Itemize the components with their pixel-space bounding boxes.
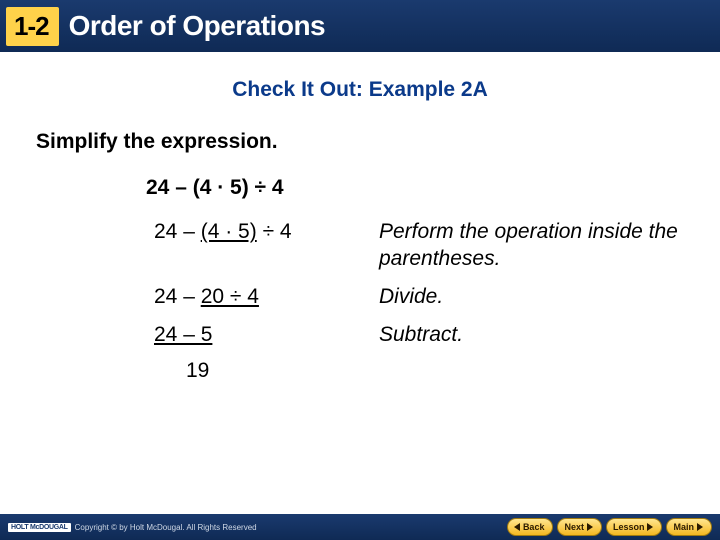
step-note: Perform the operation inside the parenth… [379,218,684,273]
next-button[interactable]: Next [557,518,602,536]
main-button-label: Main [673,522,694,532]
step-expr-pre: 24 – [154,285,201,308]
step-row: 24 – 20 ÷ 4 Divide. [154,283,684,311]
chevron-right-icon [647,523,653,531]
lesson-button-label: Lesson [613,522,645,532]
footer-bar: HOLT McDOUGAL Copyright © by Holt McDoug… [0,514,720,540]
brand-logo: HOLT McDOUGAL [8,523,71,532]
final-answer: 19 [186,359,684,383]
step-expression: 24 – 20 ÷ 4 [154,283,379,311]
solution-steps: 24 – (4 · 5) ÷ 4 Perform the operation i… [154,218,684,349]
slide-content: Check It Out: Example 2A Simplify the ex… [0,52,720,383]
copyright-text: Copyright © by Holt McDougal. All Rights… [75,523,257,532]
main-button[interactable]: Main [666,518,712,536]
chevron-right-icon [587,523,593,531]
step-expr-underline: (4 · 5) [201,220,257,243]
instruction-text: Simplify the expression. [36,130,684,154]
nav-button-group: Back Next Lesson Main [507,518,712,536]
next-button-label: Next [564,522,584,532]
step-note: Subtract. [379,321,463,348]
step-row: 24 – (4 · 5) ÷ 4 Perform the operation i… [154,218,684,273]
lesson-button[interactable]: Lesson [606,518,663,536]
chevron-right-icon [697,523,703,531]
step-note: Divide. [379,283,443,310]
lesson-number-badge: 1-2 [6,7,59,46]
problem-expression: 24 – (4 · 5) ÷ 4 [146,176,684,200]
step-row: 24 – 5 Subtract. [154,321,684,349]
copyright: HOLT McDOUGAL Copyright © by Holt McDoug… [8,523,257,532]
back-button-label: Back [523,522,545,532]
page-title: Order of Operations [69,10,326,42]
header-bar: 1-2 Order of Operations [0,0,720,52]
step-expr-pre: 24 – [154,220,201,243]
step-expression: 24 – (4 · 5) ÷ 4 [154,218,379,246]
step-expr-underline: 20 ÷ 4 [201,285,259,308]
step-expr-underline: 24 – 5 [154,323,212,346]
chevron-left-icon [514,523,520,531]
step-expr-post: ÷ 4 [257,220,292,243]
example-subtitle: Check It Out: Example 2A [36,78,684,102]
step-expression: 24 – 5 [154,321,379,349]
back-button[interactable]: Back [507,518,554,536]
